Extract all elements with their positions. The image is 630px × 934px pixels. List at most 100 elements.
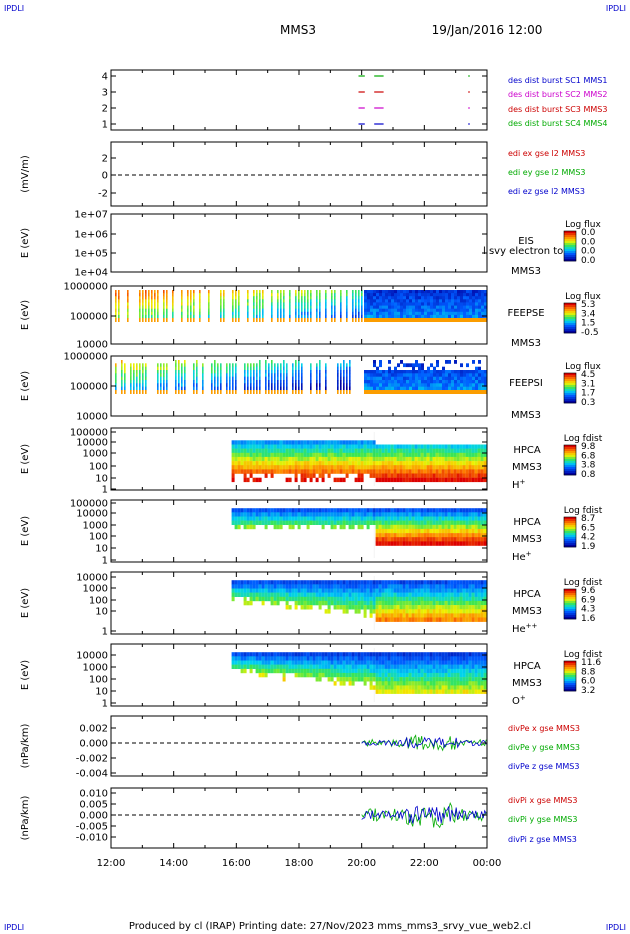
heatmap-cell — [342, 677, 346, 682]
heatmap-cell — [393, 584, 397, 589]
heatmap-cell — [115, 314, 117, 319]
heatmap-cell — [390, 520, 394, 525]
heatmap-cell — [259, 302, 261, 306]
heatmap-cell — [469, 305, 472, 310]
heatmap-cell — [456, 605, 460, 610]
heatmap-cell — [427, 293, 430, 297]
heatmap-cell — [480, 617, 484, 622]
heatmap-cell — [372, 448, 376, 453]
heatmap-cell — [480, 461, 484, 466]
heatmap-cell — [255, 668, 259, 674]
heatmap-cell — [345, 652, 349, 657]
heatmap-cell — [336, 605, 340, 610]
heatmap-cell — [379, 360, 382, 364]
heatmap-cell — [247, 293, 249, 297]
heatmap-cell — [318, 596, 322, 602]
heatmap-cell — [360, 520, 364, 525]
heatmap-cell — [124, 373, 126, 378]
heatmap-cell — [430, 376, 433, 381]
heatmap-cell — [262, 302, 264, 306]
heatmap-cell — [471, 533, 475, 538]
heatmap-cell — [234, 440, 238, 445]
heatmap-cell — [115, 383, 117, 388]
heatmap-cell — [255, 456, 259, 462]
heatmap-cell — [393, 461, 397, 466]
colorbar-step — [564, 327, 576, 330]
heatmap-cell — [331, 299, 333, 303]
heatmap-cell — [373, 360, 376, 364]
heatmap-cell — [396, 508, 400, 513]
heatmap-cell — [306, 520, 310, 525]
heatmap-cell — [315, 508, 319, 513]
heatmap-cell — [118, 305, 120, 310]
heatmap-cell — [339, 508, 343, 513]
heatmap-cell — [283, 299, 285, 303]
heatmap-cell — [294, 512, 298, 517]
heatmap-cell — [339, 448, 343, 453]
heatmap-cell — [372, 685, 376, 690]
heatmap-cell — [286, 380, 288, 384]
heatmap-cell — [184, 383, 186, 388]
heatmap-cell — [439, 299, 442, 303]
heatmap-cell — [472, 380, 475, 384]
heatmap-cell — [310, 311, 312, 316]
heatmap-cell — [417, 672, 421, 678]
heatmap-cell — [396, 677, 400, 682]
heatmap-cell — [151, 293, 153, 297]
heatmap-cell — [468, 681, 472, 686]
heatmap-cell — [151, 296, 153, 300]
heatmap-cell — [405, 537, 409, 542]
heatmap-cell — [421, 290, 424, 294]
heatmap-cell — [199, 314, 201, 319]
heatmap-cell — [232, 386, 234, 391]
colorbar-step — [564, 307, 576, 310]
heatmap-cell — [483, 456, 487, 462]
heatmap-cell — [412, 366, 415, 371]
heatmap-cell — [420, 456, 424, 462]
heatmap-cell — [417, 448, 421, 453]
heatmap-cell — [330, 461, 334, 466]
colorbar-tick-label: 8.7 — [581, 514, 595, 524]
heatmap-cell — [312, 473, 316, 478]
heatmap-cell — [381, 588, 385, 593]
heatmap-cell — [469, 299, 472, 303]
heatmap-cell — [403, 302, 406, 306]
heatmap-cell — [324, 660, 328, 665]
heatmap-cell — [408, 533, 412, 538]
heatmap-cell — [349, 376, 351, 381]
heatmap-cell — [339, 660, 343, 665]
heatmap-cell — [444, 672, 448, 678]
heatmap-cell — [250, 380, 252, 384]
heatmap-cell — [181, 302, 183, 306]
plot-area — [111, 214, 487, 272]
heatmap-cell — [348, 592, 352, 597]
heatmap-cell — [375, 528, 379, 534]
heatmap-cell — [256, 386, 258, 391]
heatmap-cell — [286, 373, 288, 378]
heatmap-cell — [318, 584, 322, 589]
heatmap-cell — [331, 305, 333, 310]
heatmap-cell — [193, 314, 195, 319]
heatmap-cell — [474, 537, 478, 542]
heatmap-cell — [429, 465, 433, 470]
heatmap-cell — [474, 580, 478, 585]
heatmap-cell — [351, 448, 355, 453]
heatmap-cell — [345, 512, 349, 517]
heatmap-cell — [363, 508, 367, 513]
heatmap-cell — [405, 592, 409, 597]
heatmap-cell — [243, 580, 247, 585]
heatmap-cell — [295, 305, 297, 310]
heatmap-cell — [384, 600, 388, 606]
heatmap-cell — [429, 613, 433, 618]
heatmap-cell — [372, 473, 376, 478]
heatmap-cell — [432, 652, 436, 657]
heatmap-cell — [373, 363, 376, 368]
heatmap-cell — [324, 465, 328, 470]
heatmap-cell — [232, 311, 234, 316]
heatmap-cell — [378, 588, 382, 593]
overlay-label: l svy electron to — [483, 246, 563, 257]
heatmap-cell — [391, 314, 394, 319]
heatmap-cell — [447, 596, 451, 602]
heatmap-cell — [304, 296, 306, 300]
heatmap-cell — [298, 302, 300, 306]
